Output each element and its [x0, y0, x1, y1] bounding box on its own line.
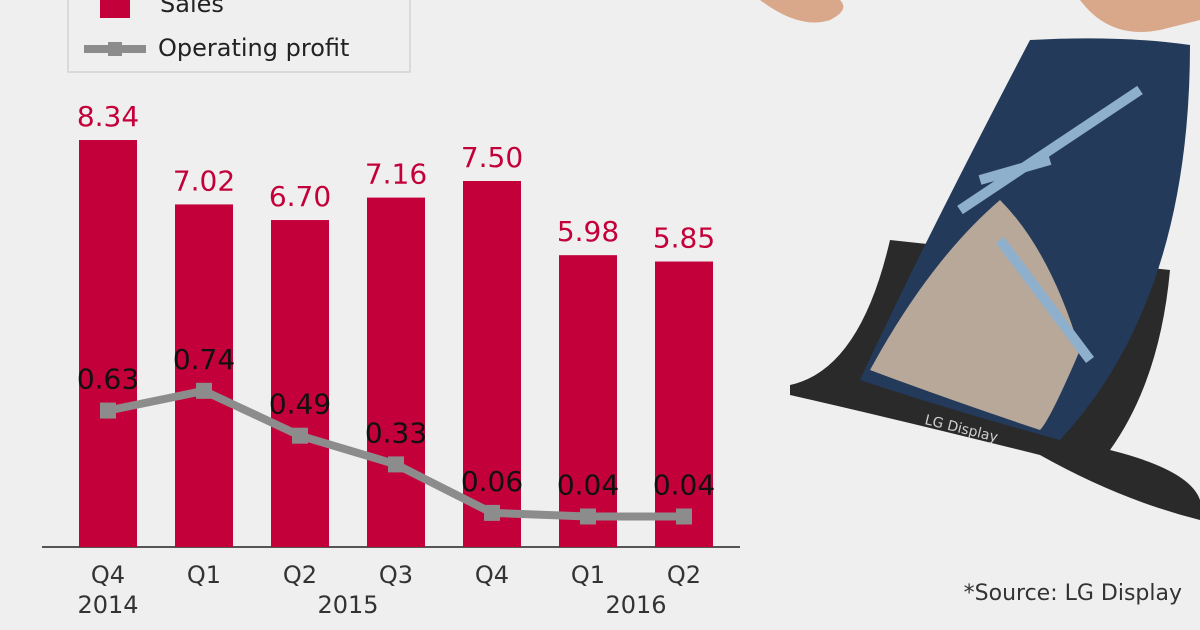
bar [175, 204, 233, 548]
bar-value-label: 5.85 [653, 222, 715, 255]
line-marker [484, 504, 500, 521]
line-marker [196, 382, 212, 399]
line-value-label: 0.04 [653, 468, 715, 501]
bar-value-label: 8.34 [77, 100, 139, 133]
line-value-label: 0.06 [461, 465, 523, 498]
line-value-label: 0.49 [269, 388, 331, 421]
bar [463, 181, 521, 548]
line-marker [100, 402, 116, 419]
bar-value-label: 7.02 [173, 164, 235, 197]
line-marker [676, 508, 692, 525]
legend-label: Operating profit [158, 34, 349, 62]
x-group-label: 2015 [317, 591, 378, 619]
x-tick-label: Q2 [283, 561, 317, 589]
x-tick-label: Q2 [667, 561, 701, 589]
finger [1080, 0, 1200, 32]
bar [559, 255, 617, 548]
legend: Sales Operating profit [67, 0, 411, 73]
x-tick-label: Q1 [571, 561, 605, 589]
bar [367, 197, 425, 547]
bar-value-label: 5.98 [557, 215, 619, 248]
bar-value-label: 7.16 [365, 158, 427, 191]
product-photo: LG Display [760, 0, 1200, 520]
rock [870, 200, 1080, 430]
line-marker [580, 508, 596, 525]
legend-marker [108, 42, 122, 56]
legend-swatch [100, 0, 130, 18]
x-tick-label: Q4 [475, 561, 509, 589]
bar [271, 220, 329, 548]
line-value-label: 0.63 [77, 363, 139, 396]
line-value-label: 0.04 [557, 468, 619, 501]
bar [655, 261, 713, 547]
line-marker [388, 456, 404, 473]
line-value-label: 0.74 [173, 343, 235, 376]
dragonfly [957, 85, 1143, 363]
finger [760, 0, 844, 23]
bar-value-label: 7.50 [461, 141, 523, 174]
x-group-label: 2016 [605, 591, 666, 619]
x-tick-label: Q4 [91, 561, 125, 589]
source-note: *Source: LG Display [964, 581, 1182, 606]
bar-value-label: 6.70 [269, 180, 331, 213]
legend-label: Sales [160, 0, 224, 18]
line-marker [292, 427, 308, 444]
legend-box [67, 0, 411, 73]
x-tick-label: Q1 [187, 561, 221, 589]
x-group-label: 2014 [77, 591, 138, 619]
line-value-label: 0.33 [365, 416, 427, 449]
x-tick-label: Q3 [379, 561, 413, 589]
bar [79, 140, 137, 547]
